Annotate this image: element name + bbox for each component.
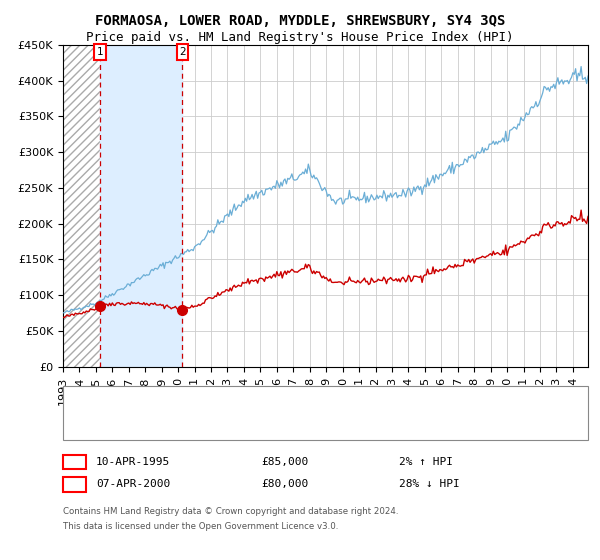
Text: Contains HM Land Registry data © Crown copyright and database right 2024.: Contains HM Land Registry data © Crown c… [63,507,398,516]
Text: FORMAOSA, LOWER ROAD, MYDDLE, SHREWSBURY, SY4 3QS: FORMAOSA, LOWER ROAD, MYDDLE, SHREWSBURY… [95,14,505,28]
Text: 2: 2 [179,47,186,57]
Bar [63,45,100,367]
Text: 07-APR-2000: 07-APR-2000 [96,479,170,489]
Text: 1: 1 [71,457,78,467]
Bar [100,45,182,367]
Text: 2% ↑ HPI: 2% ↑ HPI [399,457,453,467]
Text: HPI: Average price, detached house, Shropshire: HPI: Average price, detached house, Shro… [105,419,392,430]
Text: £85,000: £85,000 [261,457,308,467]
Text: 2: 2 [71,479,78,489]
Text: 10-APR-1995: 10-APR-1995 [96,457,170,467]
Text: 28% ↓ HPI: 28% ↓ HPI [399,479,460,489]
Text: £80,000: £80,000 [261,479,308,489]
Text: Price paid vs. HM Land Registry's House Price Index (HPI): Price paid vs. HM Land Registry's House … [86,31,514,44]
Text: 1: 1 [97,47,104,57]
Text: FORMAOSA, LOWER ROAD, MYDDLE, SHREWSBURY, SY4 3QS (detached house): FORMAOSA, LOWER ROAD, MYDDLE, SHREWSBURY… [105,396,517,407]
Text: This data is licensed under the Open Government Licence v3.0.: This data is licensed under the Open Gov… [63,522,338,531]
